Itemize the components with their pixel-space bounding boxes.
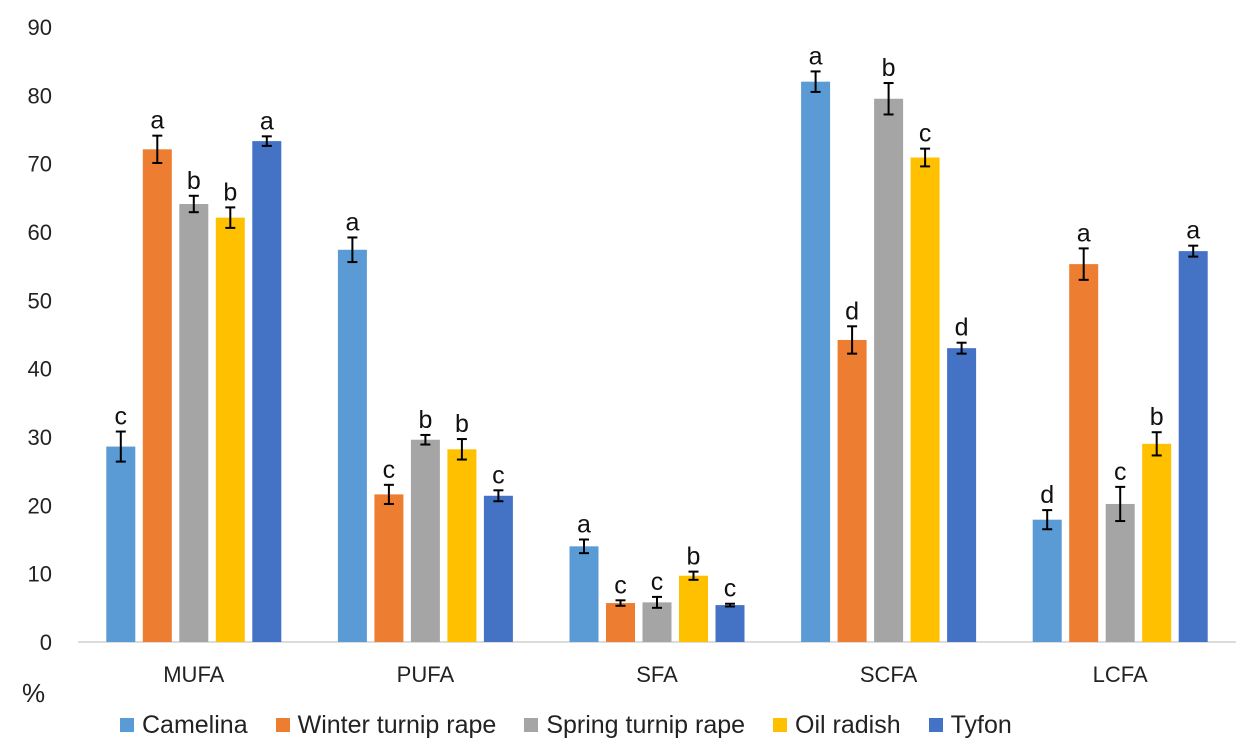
legend-item: Camelina <box>120 711 248 740</box>
legend-swatch <box>773 718 788 732</box>
significance-letter: b <box>687 543 701 571</box>
bar-mufa-camelina <box>106 446 136 642</box>
bar-scfa-spring-turnip-rape <box>874 98 904 642</box>
legend-label: Oil radish <box>795 710 901 739</box>
significance-letter: a <box>345 208 359 236</box>
y-tick-label: 0 <box>40 630 52 655</box>
significance-letter: b <box>187 167 201 195</box>
y-tick-label: 20 <box>28 493 52 518</box>
significance-letter: d <box>845 297 859 325</box>
significance-letter: c <box>1114 458 1127 486</box>
bar-pufa-camelina <box>337 249 367 642</box>
legend-swatch <box>524 718 539 732</box>
significance-letter: a <box>1077 219 1091 247</box>
y-tick-label: 80 <box>28 83 52 108</box>
significance-letter: b <box>455 410 469 438</box>
legend-item: Winter turnip rape <box>275 710 497 740</box>
legend-swatch <box>120 718 134 732</box>
legend-label: Tyfon <box>950 710 1012 739</box>
legend: Camelina Winter turnip rape Spring turnip … <box>120 710 1200 740</box>
significance-letter: b <box>418 406 432 434</box>
bar-mufa-oil-radish <box>215 217 245 642</box>
bar-sfa-tyfon <box>715 605 745 642</box>
y-axis-ticks: 0 10 20 30 40 50 60 70 80 90 <box>28 15 52 655</box>
bar-lcfa-camelina <box>1032 519 1062 642</box>
significance-letter: c <box>614 571 627 599</box>
y-tick-label: 50 <box>28 288 52 313</box>
significance-letter: b <box>1150 403 1164 431</box>
legend-item: Spring turnip rape <box>524 711 745 740</box>
significance-letter: d <box>1040 481 1054 509</box>
bar-scfa-camelina <box>801 81 831 642</box>
bar-lcfa-winter-turnip-rape <box>1069 264 1099 642</box>
significance-letter: c <box>724 575 737 603</box>
x-category-label: MUFA <box>163 662 224 687</box>
bar-pufa-winter-turnip-rape <box>374 494 404 642</box>
bar-mufa-tyfon <box>252 141 282 642</box>
bar-sfa-winter-turnip-rape <box>606 603 635 642</box>
legend-swatch <box>928 718 943 732</box>
bar-pufa-oil-radish <box>447 449 477 642</box>
significance-letter: c <box>383 456 396 484</box>
bars <box>106 81 1208 643</box>
significance-letter: b <box>882 54 896 82</box>
significance-letter: c <box>919 120 932 148</box>
significance-letter: d <box>955 314 969 342</box>
bar-lcfa-spring-turnip-rape <box>1105 503 1135 642</box>
bar-scfa-tyfon <box>947 348 977 642</box>
bar-lcfa-oil-radish <box>1142 443 1172 642</box>
bar-sfa-spring-turnip-rape <box>642 602 672 642</box>
significance-letter: a <box>809 42 823 70</box>
significance-letter: c <box>115 403 128 431</box>
x-axis-categories: MUFA PUFA SFA SCFA LCFA <box>163 662 1148 687</box>
legend-item: Oil radish <box>773 711 901 740</box>
x-category-label: PUFA <box>397 662 455 687</box>
bar-mufa-spring-turnip-rape <box>179 203 209 642</box>
bar-sfa-camelina <box>569 546 599 642</box>
significance-letter: a <box>577 511 591 539</box>
bar-mufa-winter-turnip-rape <box>142 149 172 643</box>
legend-item: Tyfon <box>928 710 1012 740</box>
x-category-label: SFA <box>636 662 678 687</box>
significance-letter: c <box>492 461 505 489</box>
legend-label: Camelina <box>142 710 248 739</box>
significance-letter: a <box>150 107 164 135</box>
bar-sfa-oil-radish <box>679 575 708 642</box>
y-tick-label: 70 <box>28 152 52 177</box>
significance-letter: c <box>651 568 664 596</box>
significance-letter: a <box>260 107 274 135</box>
bar-pufa-tyfon <box>483 495 513 642</box>
x-category-label: SCFA <box>860 662 918 687</box>
x-category-label: LCFA <box>1093 662 1148 687</box>
bar-pufa-spring-turnip-rape <box>410 439 440 642</box>
y-axis-unit-label: % <box>22 678 45 708</box>
legend-label: Winter turnip rape <box>297 710 497 739</box>
significance-letter: b <box>223 178 237 206</box>
y-tick-label: 10 <box>28 562 52 587</box>
y-tick-label: 60 <box>28 220 52 245</box>
y-tick-label: 30 <box>28 425 52 450</box>
bar-scfa-winter-turnip-rape <box>837 339 867 642</box>
y-tick-label: 90 <box>28 15 52 40</box>
legend-swatch <box>275 718 290 732</box>
bar-scfa-oil-radish <box>910 157 940 642</box>
y-tick-label: 40 <box>28 357 52 382</box>
bar-lcfa-tyfon <box>1178 251 1208 642</box>
significance-letter: a <box>1186 217 1200 245</box>
error-bars <box>115 70 1199 609</box>
legend-label: Spring turnip rape <box>546 710 746 739</box>
